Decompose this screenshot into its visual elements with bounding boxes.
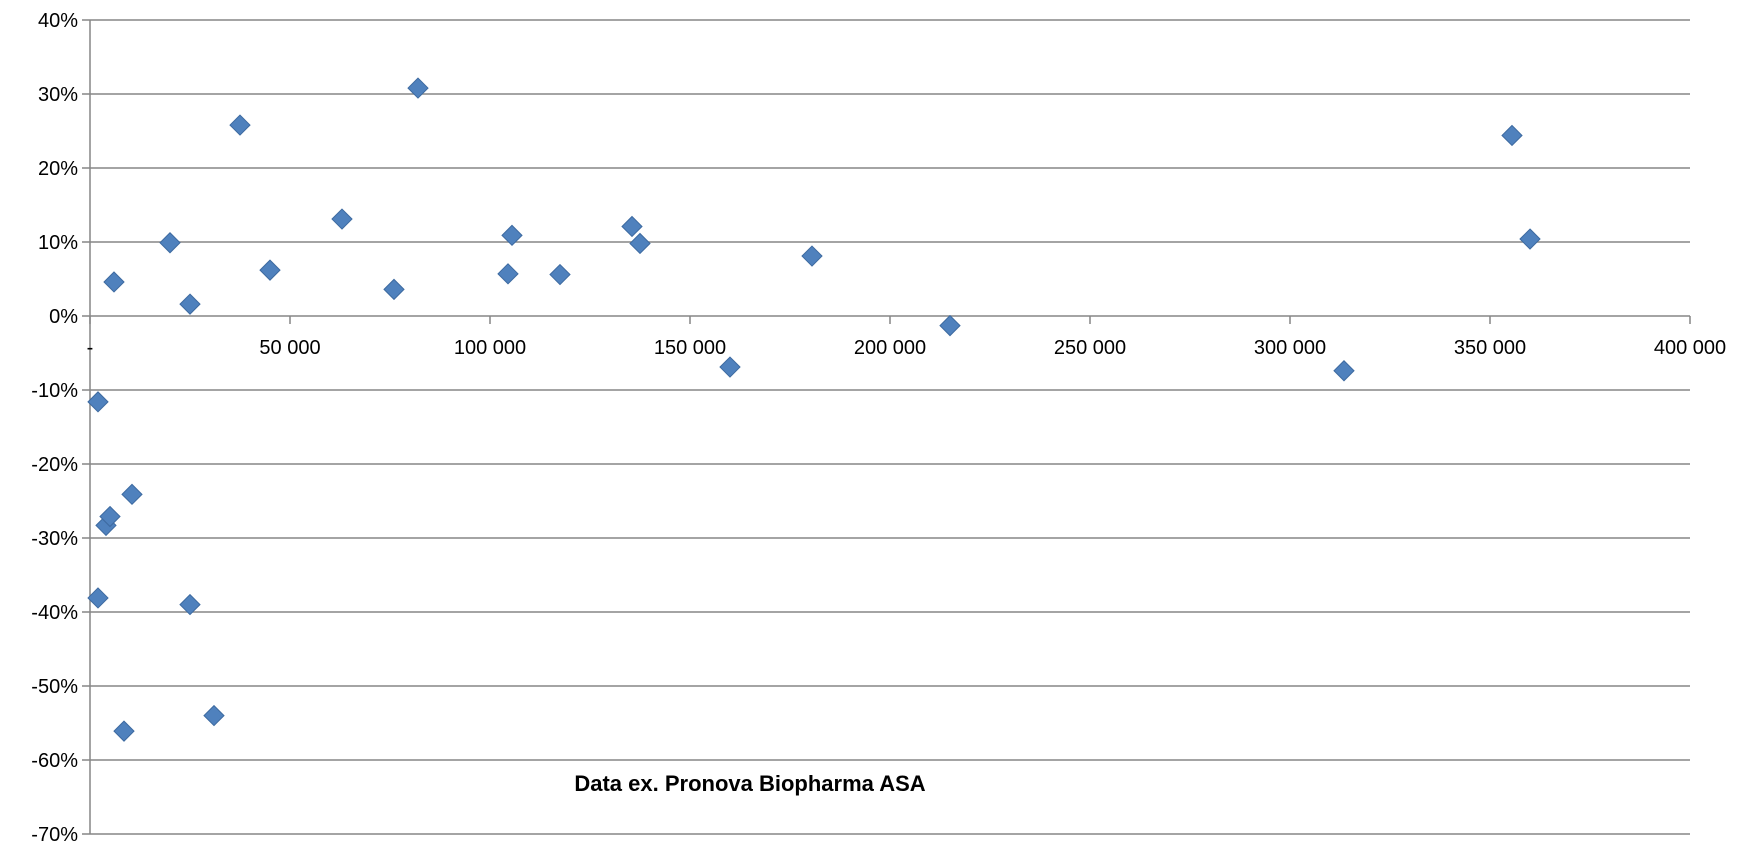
data-point-10 — [203, 704, 225, 727]
x-tick-label: 400 000 — [1654, 337, 1726, 359]
data-point-17 — [501, 224, 523, 247]
y-tick-label: 20% — [38, 158, 78, 180]
y-tick-label: -40% — [31, 602, 78, 624]
y-tick-label: 0% — [49, 306, 78, 328]
x-tick-label: 350 000 — [1454, 337, 1526, 359]
data-point-7 — [159, 232, 181, 254]
gridlines — [90, 19, 1690, 835]
data-point-6 — [121, 483, 143, 506]
x-tick-label: 100 000 — [454, 337, 526, 359]
data-point-21 — [719, 356, 741, 378]
data-point-1 — [87, 587, 109, 609]
y-tick-label: 10% — [38, 232, 78, 254]
data-point-23 — [939, 314, 961, 337]
data-point-9 — [179, 593, 201, 616]
data-point-13 — [331, 208, 353, 230]
data-point-14 — [383, 278, 405, 301]
data-point-20 — [629, 232, 651, 255]
data-point-5 — [113, 720, 135, 742]
y-tick-label: -60% — [31, 750, 78, 772]
y-tick-label: -20% — [31, 454, 78, 476]
y-tick-label: -10% — [31, 380, 78, 402]
data-points — [87, 77, 1541, 742]
data-point-19 — [621, 215, 643, 238]
data-point-4 — [103, 271, 125, 293]
data-point-25 — [1501, 124, 1523, 147]
x-tick-label: 200 000 — [854, 337, 926, 359]
x-tick-label: 150 000 — [654, 337, 726, 359]
y-tick-labels: 40% 30% 20% 10% 0% -10% -20% -30% -40% -50% -60% -7… — [31, 10, 78, 846]
data-point-24 — [1333, 360, 1355, 382]
data-point-11 — [229, 114, 251, 136]
y-tick-label: 40% — [38, 10, 78, 32]
y-tick-label: -70% — [31, 824, 78, 846]
data-point-26 — [1519, 228, 1541, 250]
source-annotation: Data ex. Pronova Biopharma ASA — [574, 771, 925, 796]
x-tick-label: 300 000 — [1254, 337, 1326, 359]
data-point-15 — [407, 77, 429, 99]
data-point-16 — [497, 263, 519, 285]
data-point-22 — [801, 245, 823, 267]
axes — [82, 19, 1691, 835]
y-tick-label: 30% — [38, 84, 78, 106]
data-point-0 — [87, 391, 109, 413]
y-tick-label: -50% — [31, 676, 78, 698]
data-point-12 — [259, 259, 281, 281]
y-tick-label: -30% — [31, 528, 78, 550]
x-tick-label: 50 000 — [259, 337, 320, 359]
x-tick-label: 250 000 — [1054, 337, 1126, 359]
data-point-3 — [99, 505, 121, 528]
data-point-8 — [179, 293, 201, 315]
x-tick-labels: - 50 000 100 000 150 000 200 000 250 000 300 0… — [87, 337, 1726, 359]
x-tick-label: - — [87, 337, 94, 359]
data-point-18 — [549, 263, 571, 286]
